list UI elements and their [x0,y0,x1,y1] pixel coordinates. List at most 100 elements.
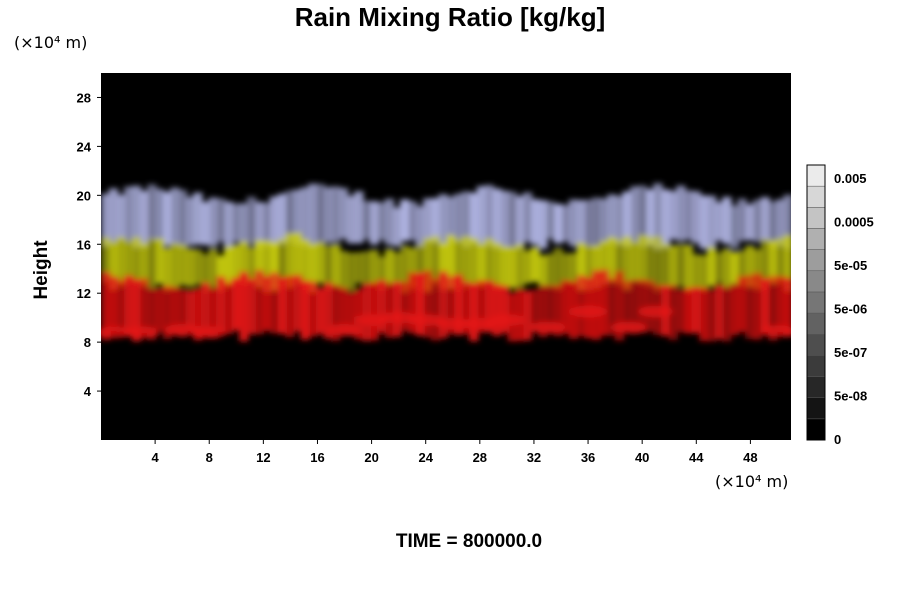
cell [737,198,747,241]
cell [415,206,425,247]
cell [338,287,349,335]
cell [208,197,218,247]
cell [576,275,586,337]
cell [407,272,418,334]
cell [768,201,778,249]
cell [147,288,157,340]
cell [392,252,402,288]
cell [101,236,111,283]
time-label: TIME = 800000.0 [395,531,543,552]
cell [607,236,617,283]
x-tick-label: 36 [581,450,595,465]
cell [139,190,149,248]
chart-title: Rain Mixing Ratio [kg/kg] [294,2,606,32]
y-tick-label: 20 [77,188,91,203]
x-tick-label: 40 [635,450,649,465]
colorbar-swatch [806,291,826,314]
cell [430,235,441,284]
cell [108,276,119,332]
cell [630,186,640,244]
cell [369,249,379,286]
cell [116,236,126,286]
colorbar-swatch [806,397,826,420]
cell [706,195,717,250]
cell [676,243,686,287]
cell [630,241,640,283]
cell [706,246,717,287]
cell [561,253,571,284]
cell [610,321,647,334]
cell [300,280,310,340]
cell [545,284,556,334]
x-tick-label: 28 [473,450,487,465]
layer-lower [101,269,791,342]
cell [752,249,763,290]
cell [131,185,142,248]
cell [637,234,648,284]
cell [737,250,747,286]
cell [683,287,694,334]
cell [683,190,694,240]
cell [231,203,241,243]
cell [331,243,341,287]
colorbar-label: 5e-06 [834,302,867,317]
cell [415,244,425,292]
cell [185,196,195,246]
cell [292,274,303,332]
cell [400,245,410,293]
cell [484,185,494,247]
cell [614,270,625,341]
cell [246,278,257,335]
cell [315,184,326,244]
cell [637,278,648,333]
cell [239,240,249,286]
cell [507,246,517,289]
cell [147,184,157,241]
cell [262,240,272,293]
cell [783,277,791,337]
cell [438,194,448,249]
cell [507,191,517,249]
cell [561,204,571,242]
cell [530,246,540,282]
cell [123,326,160,339]
cell [407,247,418,289]
cell [223,201,234,249]
cell [484,280,494,333]
cell [446,234,456,289]
cell [369,281,379,341]
cell [407,314,444,327]
cell [377,202,387,241]
cell [576,242,586,291]
cell [177,288,188,337]
cell [492,242,502,292]
cell [722,248,732,288]
cell [614,239,625,285]
cell [737,275,747,333]
cell [760,197,770,241]
cell [147,238,157,288]
x-axis-unit: (×10⁴ m) [715,472,789,491]
cell [745,204,755,241]
cell [469,237,479,286]
cell [461,235,471,288]
cell [653,183,663,250]
colorbar-swatch [806,270,826,293]
cell [775,199,786,246]
cell [108,241,119,290]
cell [346,195,356,244]
cell [269,272,280,334]
layer-cloud-top [101,183,791,250]
cell [300,187,310,247]
cell [653,235,663,291]
cell [354,289,364,340]
colorbar-frame [806,164,826,441]
cell [338,188,349,239]
y-tick-label: 16 [77,237,91,252]
cell [699,195,709,249]
cell [714,201,724,241]
cell [515,243,525,288]
layer-rain-blobs [101,305,791,339]
cell [208,288,218,339]
